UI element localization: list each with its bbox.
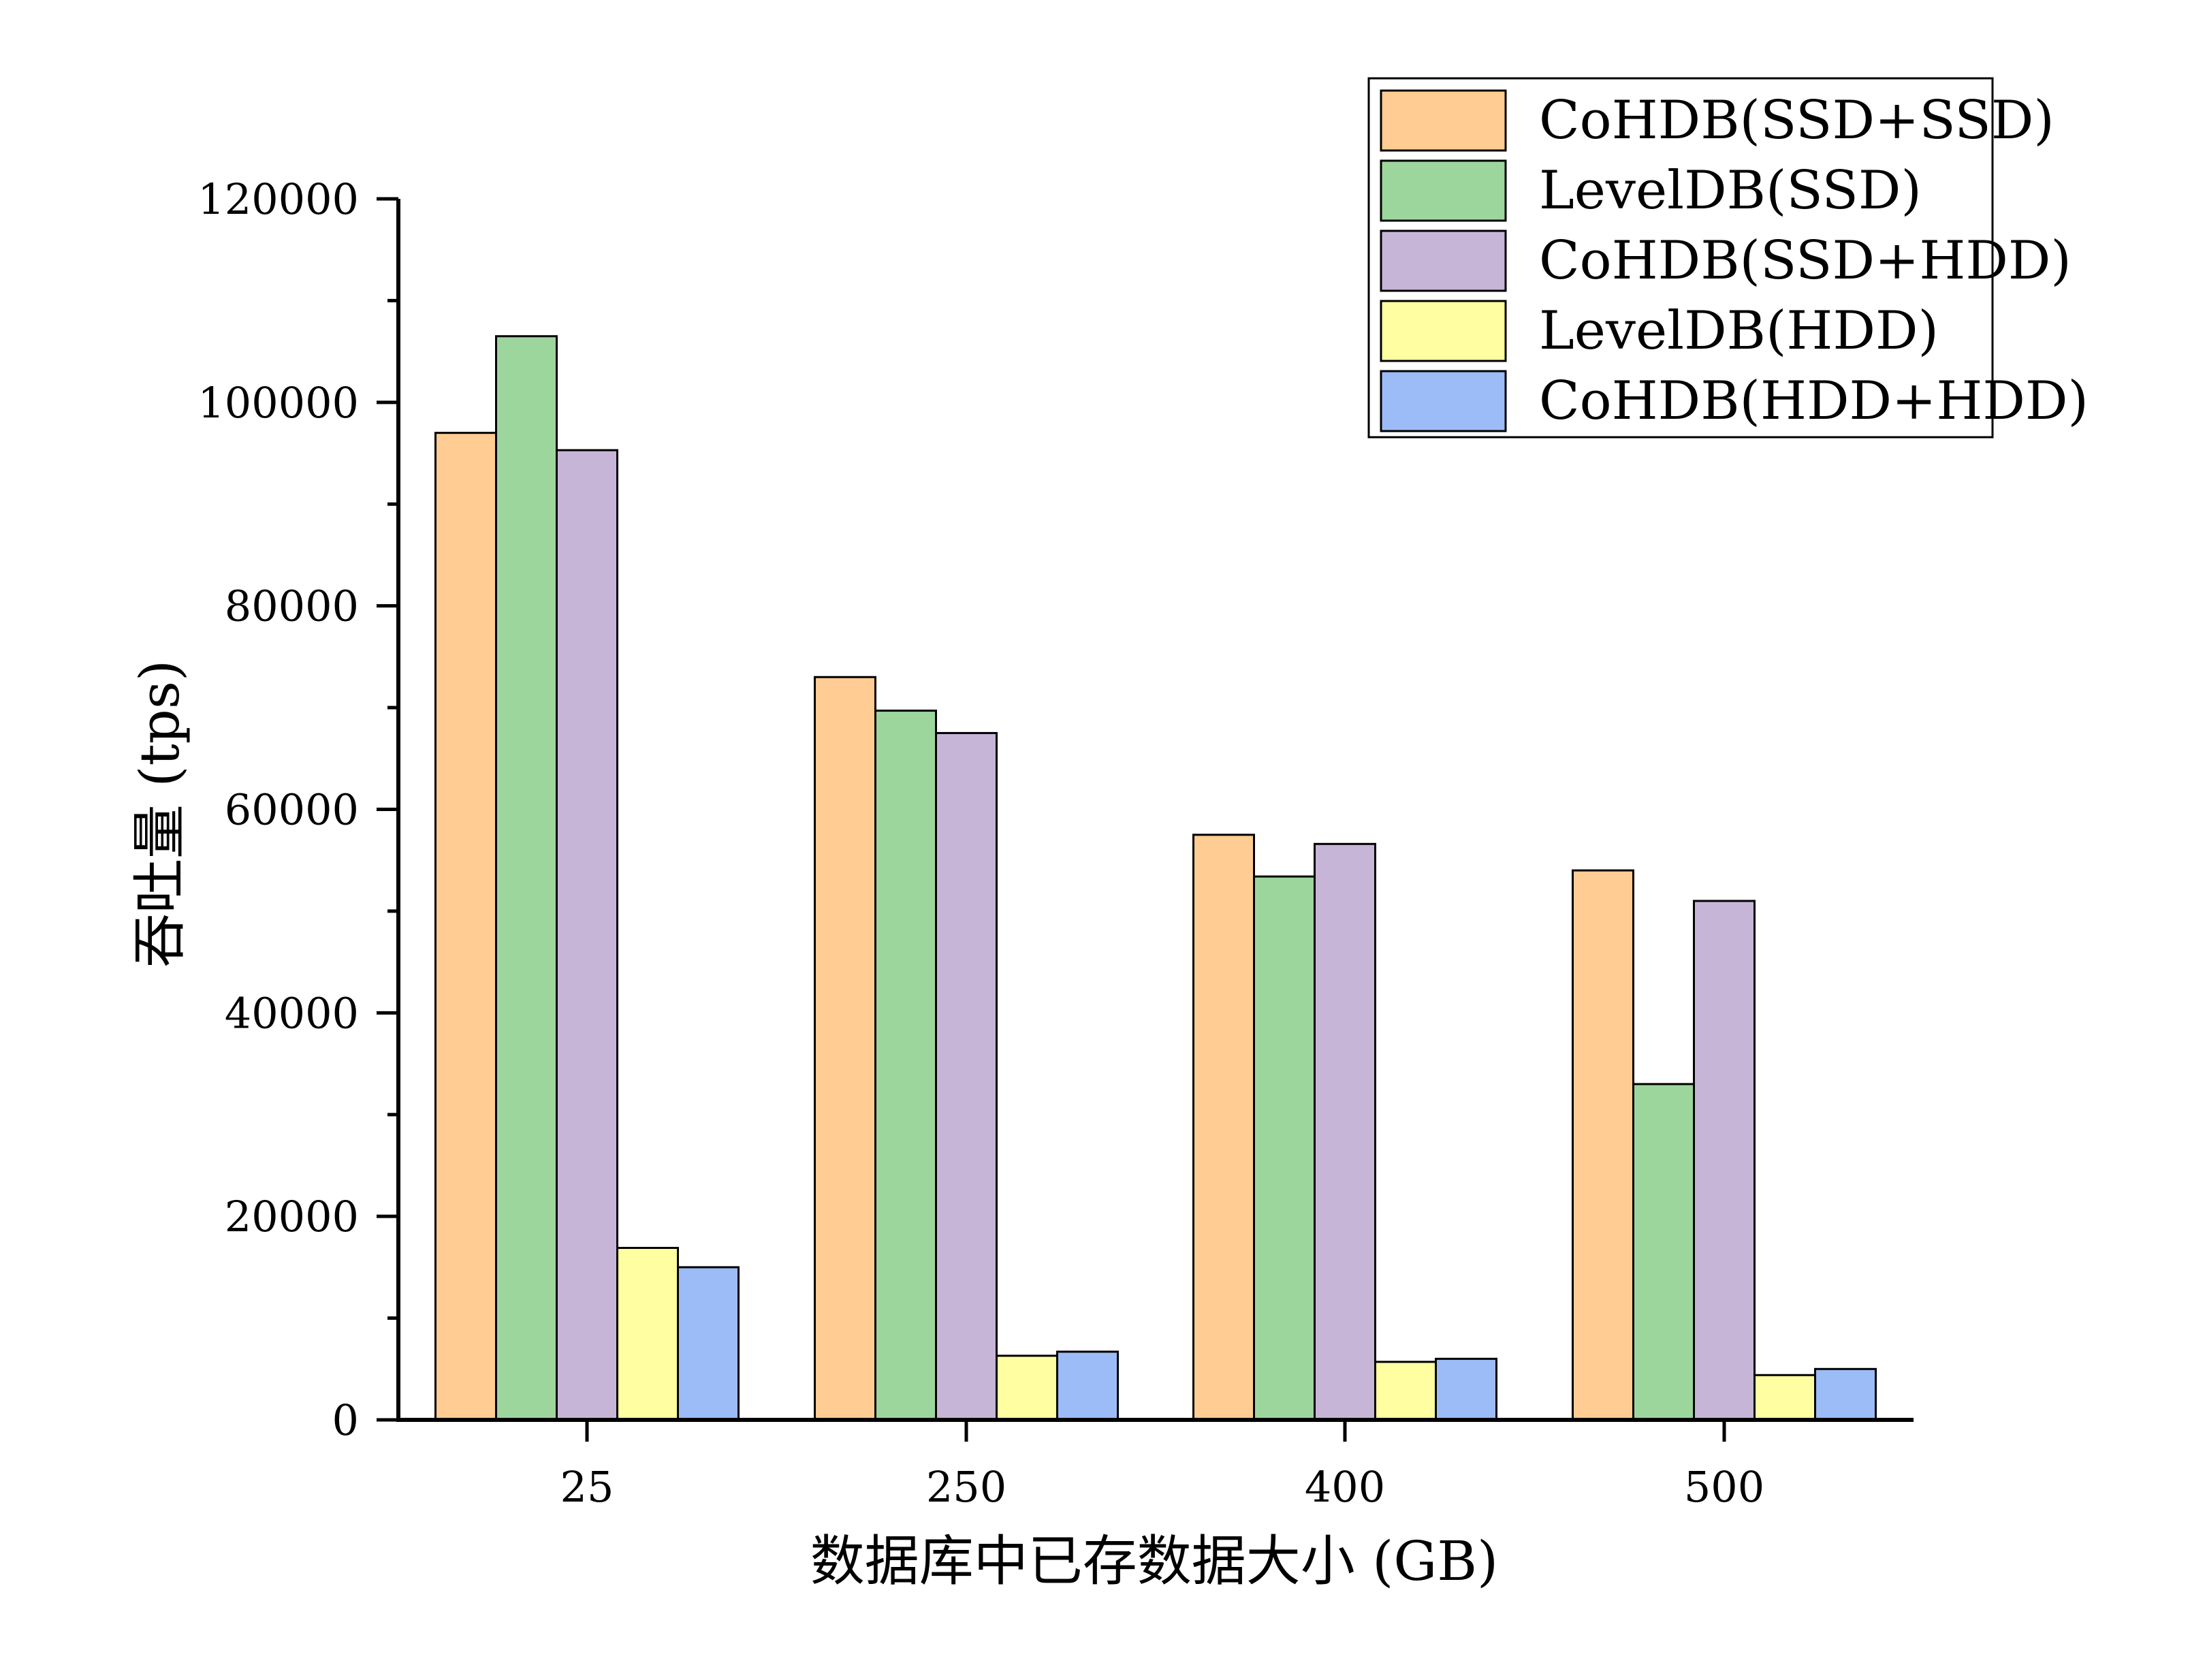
y-tick-label: 60000 [225,785,359,835]
y-tick-label: 100000 [197,378,359,428]
bar-3-3 [1753,1374,1816,1421]
y-tick-label: 40000 [225,988,359,1038]
legend-label: CoHDB(SSD+SSD) [1539,90,2054,151]
bar-1-2 [1253,875,1316,1421]
bar-2-2 [1314,842,1376,1421]
bar-0-1 [814,676,876,1421]
y-tick-label: 80000 [225,582,359,631]
bar-0-3 [1572,869,1634,1421]
bar-4-2 [1435,1357,1497,1421]
legend-swatch [1380,159,1507,222]
legend-swatch [1380,300,1507,362]
legend-swatch [1380,89,1507,152]
bar-2-1 [935,731,998,1421]
x-axis-title: 数据库中已存数据大小 (GB) [810,1530,1499,1593]
bar-0-2 [1192,834,1255,1421]
legend-label: LevelDB(HDD) [1539,300,1939,362]
y-tick-label: 20000 [225,1192,359,1241]
y-tick-label: 120000 [197,174,359,224]
bar-4-3 [1814,1367,1877,1421]
legend: CoHDB(SSD+SSD) LevelDB(SSD) CoHDB(SSD+HDD)… [1367,77,2089,439]
x-tick-label: 250 [926,1462,1006,1512]
bars-layer [434,335,1877,1421]
legend-label: LevelDB(SSD) [1539,160,1922,221]
x-tick-label: 25 [560,1462,614,1512]
bar-0-0 [434,432,497,1421]
bar-4-1 [1056,1350,1119,1421]
legend-label: CoHDB(HDD+HDD) [1539,370,2089,432]
bar-1-3 [1632,1083,1695,1421]
x-tick-label: 400 [1305,1462,1385,1512]
ticks-layer: 0 20000 40000 60000 80000 100000 120000 25 250 40… [197,174,1764,1512]
bar-1-0 [495,335,558,1421]
bar-3-1 [996,1354,1058,1421]
legend-swatch [1380,370,1507,432]
legend-swatch [1380,229,1507,292]
bar-2-0 [556,449,618,1421]
y-tick-label: 0 [332,1395,359,1445]
legend-label: CoHDB(SSD+HDD) [1539,230,2072,291]
y-axis-title: 吞吐量 (tps) [128,660,191,968]
bar-3-2 [1374,1361,1437,1421]
bar-4-0 [677,1266,740,1421]
bar-2-3 [1693,900,1756,1421]
bar-1-1 [874,710,937,1421]
bar-3-0 [616,1246,679,1421]
x-tick-label: 500 [1684,1462,1764,1512]
